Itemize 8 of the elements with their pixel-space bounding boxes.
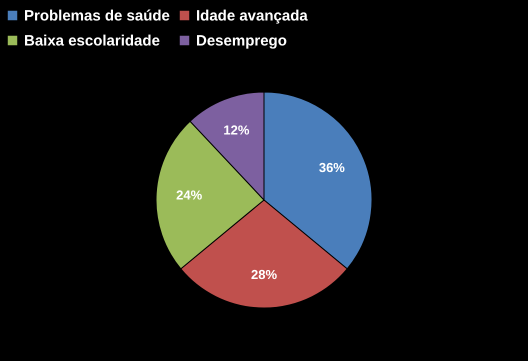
data-label: 36% [318, 160, 346, 176]
legend-label: Desemprego [196, 32, 287, 50]
data-label: 24% [176, 187, 203, 202]
data-label: 28% [250, 267, 278, 282]
data-label: 12% [223, 122, 250, 138]
legend-label: Problemas de saúde [24, 8, 170, 25]
legend-label: Idade avançada [196, 8, 308, 25]
legend-label: Baixa escolaridade [24, 32, 160, 50]
